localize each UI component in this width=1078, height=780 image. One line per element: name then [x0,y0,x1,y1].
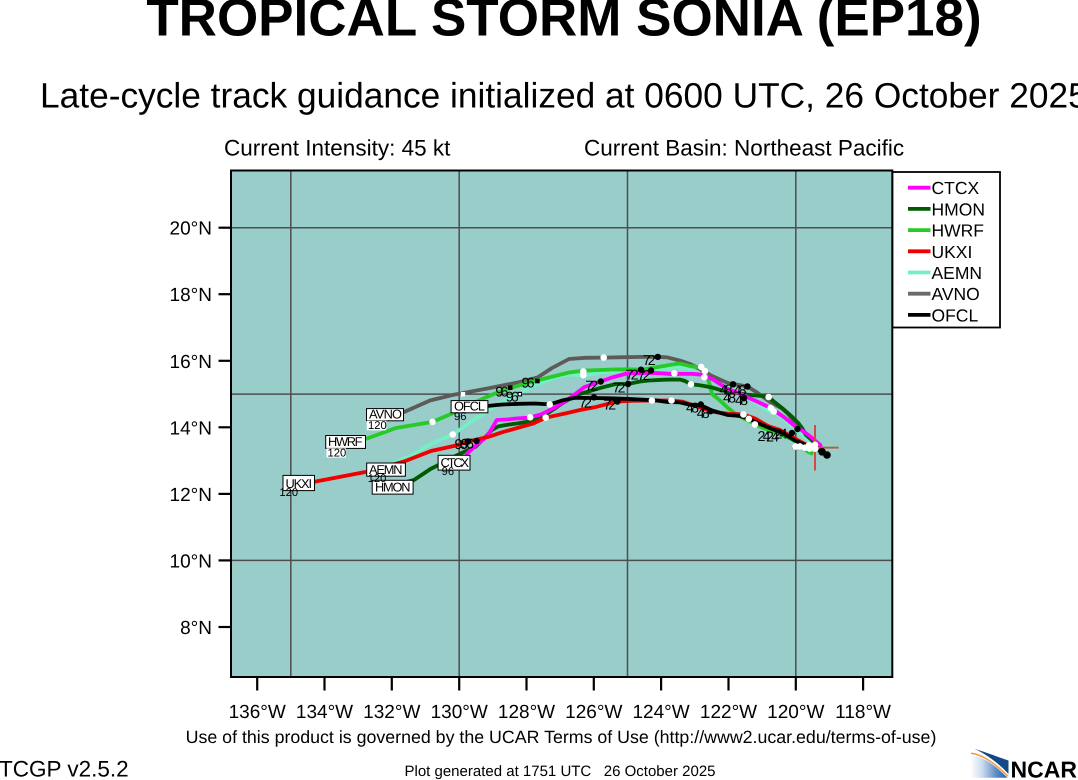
svg-text:96: 96 [461,437,474,453]
svg-text:72: 72 [626,367,639,383]
svg-text:AVNO: AVNO [932,284,980,304]
svg-text:24: 24 [766,430,779,446]
svg-text:134°W: 134°W [296,702,353,723]
svg-text:48: 48 [720,383,733,399]
svg-text:HMON: HMON [932,199,985,219]
svg-text:96: 96 [495,384,508,400]
svg-text:16°N: 16°N [170,352,212,373]
svg-text:72: 72 [638,368,651,384]
svg-text:HWRF: HWRF [932,221,984,241]
svg-text:128°W: 128°W [498,702,555,723]
svg-text:TROPICAL STORM SONIA (EP18): TROPICAL STORM SONIA (EP18) [146,0,981,48]
svg-text:72: 72 [603,398,616,414]
svg-text:24: 24 [775,427,788,443]
svg-text:130°W: 130°W [431,702,488,723]
svg-text:48: 48 [734,383,747,399]
svg-text:Use of this product is governe: Use of this product is governed by the U… [186,727,937,747]
svg-text:Current Intensity: 45 kt: Current Intensity: 45 kt [224,136,451,161]
svg-text:14°N: 14°N [170,418,212,439]
svg-text:AEMN: AEMN [369,462,403,477]
svg-text:120: 120 [368,473,387,485]
svg-text:24: 24 [758,429,771,445]
svg-text:96: 96 [454,411,466,423]
svg-text:8°N: 8°N [180,618,212,639]
svg-text:NCAR: NCAR [1011,757,1078,780]
svg-text:CTCX: CTCX [441,455,470,470]
svg-text:120: 120 [279,487,298,499]
svg-text:TCGP v2.5.2: TCGP v2.5.2 [0,757,129,780]
svg-text:CTCX: CTCX [932,178,980,198]
svg-text:72: 72 [585,379,598,395]
svg-text:AEMN: AEMN [932,263,983,283]
svg-text:48: 48 [723,391,736,407]
svg-text:136°W: 136°W [229,702,286,723]
svg-text:OFCL: OFCL [932,305,979,325]
svg-text:120: 120 [328,448,347,460]
svg-text:96: 96 [442,466,454,478]
svg-text:120°W: 120°W [767,702,824,723]
svg-text:Late-cycle track guidance init: Late-cycle track guidance initialized at… [40,77,1078,116]
svg-text:Plot generated at 1751 UTC 2: Plot generated at 1751 UTC 26 October 20… [404,763,715,780]
svg-text:AVNO: AVNO [369,407,402,422]
svg-text:96: 96 [455,437,468,453]
svg-text:20°N: 20°N [170,219,212,240]
svg-text:OFCL: OFCL [454,398,485,413]
svg-text:72: 72 [643,353,656,369]
svg-text:18°N: 18°N [170,285,212,306]
svg-text:126°W: 126°W [565,702,622,723]
svg-text:96: 96 [522,376,535,392]
svg-text:HWRF: HWRF [328,434,363,449]
svg-text:122°W: 122°W [700,702,757,723]
svg-text:48: 48 [697,406,710,422]
svg-text:72: 72 [613,380,626,396]
svg-text:48: 48 [686,400,699,416]
svg-text:48: 48 [735,393,748,409]
svg-text:72: 72 [579,395,592,411]
svg-text:120: 120 [368,420,387,432]
svg-text:UKXI: UKXI [286,476,313,491]
svg-text:124°W: 124°W [632,702,689,723]
svg-text:132°W: 132°W [363,702,420,723]
svg-text:UKXI: UKXI [932,242,973,262]
svg-text:HMON: HMON [375,480,411,495]
svg-text:118°W: 118°W [835,702,891,723]
svg-text:12°N: 12°N [170,485,212,506]
svg-text:Current Basin: Northeast Pacif: Current Basin: Northeast Pacific [584,136,904,161]
svg-text:10°N: 10°N [170,552,212,573]
svg-text:96: 96 [506,389,519,405]
